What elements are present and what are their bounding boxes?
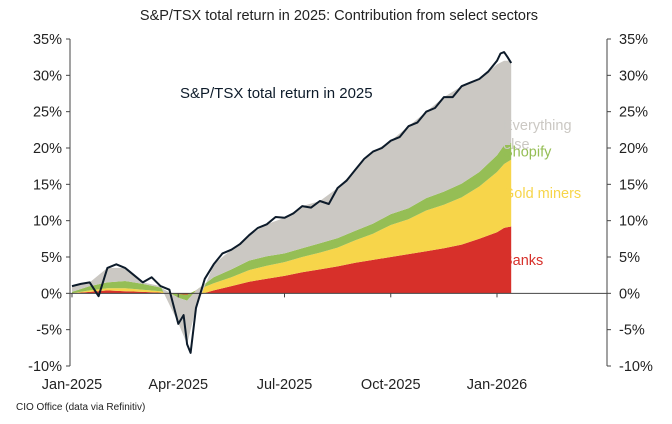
total-line-layer (71, 51, 513, 354)
y-tick-label-right: -5% (619, 323, 645, 339)
y-tick-label-right: -10% (619, 359, 653, 375)
area-everything-else (72, 60, 512, 345)
y-tick-label-right: 35% (619, 32, 648, 48)
series-label-shopify: Shopify (503, 144, 552, 160)
x-tick-label: Jan-2026 (467, 377, 527, 393)
source-note: CIO Office (data via Refinitiv) (16, 402, 146, 413)
y-tick-label-left: 10% (33, 214, 62, 230)
y-tick-label-left: 30% (33, 68, 62, 84)
y-tick-label-right: 0% (619, 286, 640, 302)
tick-labels: -10% -10% -5% -5% 0% 0% 5% 5% 10% 10% 15% 15% 20% 20%… (28, 32, 653, 393)
axes (66, 38, 611, 367)
x-tick-label: Jul-2025 (257, 377, 313, 393)
y-tick-label-left: 35% (33, 32, 62, 48)
y-tick-label-right: 25% (619, 105, 648, 121)
y-tick-label-left: 20% (33, 141, 62, 157)
y-tick-label-left: -10% (28, 359, 62, 375)
total-return-annotation: S&P/TSX total return in 2025 (180, 85, 373, 102)
stacked-areas (72, 60, 512, 345)
area-banks (72, 226, 512, 298)
area-shopify (72, 142, 512, 301)
y-tick-label-right: 30% (619, 68, 648, 84)
area-gold-miners (72, 159, 512, 298)
chart-title: S&P/TSX total return in 2025: Contributi… (140, 8, 538, 24)
y-tick-label-right: 15% (619, 177, 648, 193)
y-tick-label-right: 5% (619, 250, 640, 266)
total-return-line (71, 51, 513, 354)
y-tick-label-right: 20% (619, 141, 648, 157)
x-tick-label: Apr-2025 (148, 377, 208, 393)
y-tick-label-left: 0% (41, 286, 62, 302)
y-tick-label-left: 25% (33, 105, 62, 121)
series-label-banks: Banks (503, 253, 543, 269)
y-tick-label-left: 15% (33, 177, 62, 193)
x-tick-label: Oct-2025 (361, 377, 421, 393)
y-tick-label-right: 10% (619, 214, 648, 230)
y-tick-label-left: 5% (41, 250, 62, 266)
y-tick-label-left: -5% (36, 323, 62, 339)
series-label-gold-miners: Gold miners (503, 186, 581, 202)
x-tick-label: Jan-2025 (42, 377, 102, 393)
series-label-everything-else: Everything else (503, 118, 572, 153)
